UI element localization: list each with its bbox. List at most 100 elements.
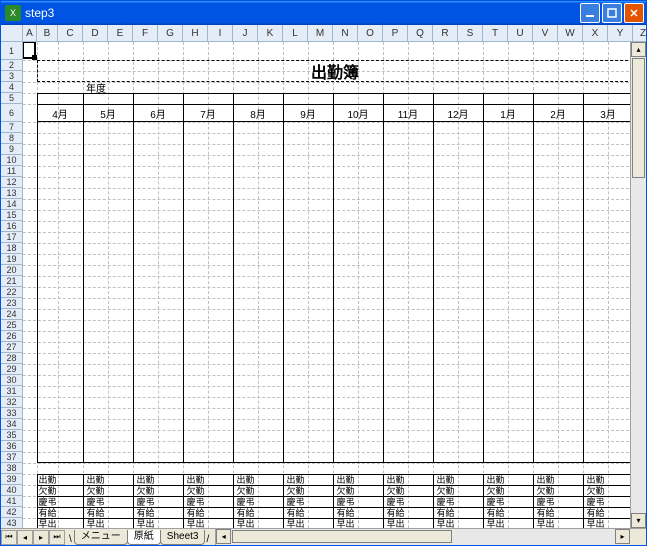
col-header[interactable]: W — [558, 25, 583, 41]
cell[interactable]: 慶弔 — [333, 496, 358, 507]
cell[interactable]: 早出 — [533, 518, 558, 528]
col-header[interactable]: H — [183, 25, 208, 41]
col-header[interactable]: N — [333, 25, 358, 41]
cell[interactable]: 8月 — [233, 104, 283, 122]
col-header[interactable]: M — [308, 25, 333, 41]
cell[interactable]: 早出 — [333, 518, 358, 528]
hscroll-thumb[interactable] — [232, 530, 452, 543]
cell[interactable]: 早出 — [37, 518, 58, 528]
row-header[interactable]: 9 — [1, 144, 22, 155]
row-header[interactable]: 35 — [1, 430, 22, 441]
col-header[interactable]: L — [283, 25, 308, 41]
cell[interactable]: 早出 — [583, 518, 608, 528]
cell[interactable]: 早出 — [133, 518, 158, 528]
cell[interactable]: 欠勤 — [233, 485, 258, 496]
cell[interactable]: 早出 — [483, 518, 508, 528]
cell[interactable]: 9月 — [283, 104, 333, 122]
row-header[interactable]: 1 — [1, 42, 22, 60]
row-header[interactable]: 33 — [1, 408, 22, 419]
cell[interactable]: 欠勤 — [83, 485, 108, 496]
row-header[interactable]: 32 — [1, 397, 22, 408]
row-header[interactable]: 20 — [1, 265, 22, 276]
row-header[interactable]: 23 — [1, 298, 22, 309]
cell[interactable]: 早出 — [233, 518, 258, 528]
cell[interactable]: 1月 — [483, 104, 533, 122]
cell[interactable]: 出勤 — [583, 474, 608, 485]
cell[interactable]: 早出 — [383, 518, 408, 528]
row-header[interactable]: 19 — [1, 254, 22, 265]
cell[interactable]: 欠勤 — [183, 485, 208, 496]
cell[interactable]: 出勤 — [183, 474, 208, 485]
cell[interactable]: 6月 — [133, 104, 183, 122]
cell[interactable]: 12月 — [433, 104, 483, 122]
cell[interactable]: 有給 — [383, 507, 408, 518]
sheet-nav-first[interactable]: ⏮ — [1, 530, 17, 545]
sheet-tab[interactable]: 原紙 — [127, 530, 161, 545]
cell[interactable]: 3月 — [583, 104, 630, 122]
cell[interactable]: 慶弔 — [433, 496, 458, 507]
cell[interactable]: 慶弔 — [583, 496, 608, 507]
col-header[interactable]: S — [458, 25, 483, 41]
cell[interactable]: 慶弔 — [133, 496, 158, 507]
cell[interactable]: 早出 — [433, 518, 458, 528]
col-header[interactable]: A — [23, 25, 37, 41]
cell[interactable]: 有給 — [183, 507, 208, 518]
cell[interactable]: 有給 — [233, 507, 258, 518]
cell[interactable]: 出勤 — [333, 474, 358, 485]
cell[interactable]: 慶弔 — [83, 496, 108, 507]
row-header[interactable]: 7 — [1, 122, 22, 133]
cell[interactable]: 慶弔 — [533, 496, 558, 507]
cell[interactable]: 慶弔 — [183, 496, 208, 507]
sheet-nav-prev[interactable]: ◂ — [17, 530, 33, 545]
row-header[interactable]: 42 — [1, 507, 22, 518]
row-header[interactable]: 25 — [1, 320, 22, 331]
col-header[interactable]: C — [58, 25, 83, 41]
row-header[interactable]: 36 — [1, 441, 22, 452]
scroll-left-button[interactable]: ◂ — [216, 529, 231, 544]
cell[interactable]: 欠勤 — [133, 485, 158, 496]
col-header[interactable]: J — [233, 25, 258, 41]
cell[interactable]: 欠勤 — [533, 485, 558, 496]
row-header[interactable]: 6 — [1, 104, 22, 122]
cell[interactable]: 欠勤 — [37, 485, 58, 496]
cell[interactable]: 有給 — [533, 507, 558, 518]
scroll-right-button[interactable]: ▸ — [615, 529, 630, 544]
sheet-nav-last[interactable]: ⏭ — [49, 530, 65, 545]
row-header[interactable]: 16 — [1, 221, 22, 232]
cell[interactable]: 5月 — [83, 104, 133, 122]
cell[interactable]: 10月 — [333, 104, 383, 122]
row-header[interactable]: 40 — [1, 485, 22, 496]
cell[interactable]: 欠勤 — [333, 485, 358, 496]
close-button[interactable] — [624, 3, 644, 23]
row-header[interactable]: 31 — [1, 386, 22, 397]
col-header[interactable]: V — [533, 25, 558, 41]
col-header[interactable]: Y — [608, 25, 633, 41]
row-header[interactable]: 41 — [1, 496, 22, 507]
col-header[interactable]: E — [108, 25, 133, 41]
col-header[interactable]: T — [483, 25, 508, 41]
cell[interactable]: 年度 — [58, 82, 108, 93]
row-header[interactable]: 5 — [1, 93, 22, 104]
row-header[interactable]: 18 — [1, 243, 22, 254]
col-header[interactable]: U — [508, 25, 533, 41]
cell[interactable]: 出勤 — [483, 474, 508, 485]
cell[interactable]: 欠勤 — [383, 485, 408, 496]
cell[interactable]: 欠勤 — [433, 485, 458, 496]
cell[interactable]: 慶弔 — [283, 496, 308, 507]
row-header[interactable]: 14 — [1, 199, 22, 210]
col-header[interactable]: R — [433, 25, 458, 41]
col-header[interactable]: O — [358, 25, 383, 41]
cell[interactable]: 有給 — [483, 507, 508, 518]
col-header[interactable]: Q — [408, 25, 433, 41]
row-header[interactable]: 39 — [1, 474, 22, 485]
cell[interactable]: 早出 — [83, 518, 108, 528]
sheet-nav-next[interactable]: ▸ — [33, 530, 49, 545]
cell[interactable]: 慶弔 — [233, 496, 258, 507]
cell[interactable]: 有給 — [283, 507, 308, 518]
row-header[interactable]: 30 — [1, 375, 22, 386]
row-header[interactable]: 11 — [1, 166, 22, 177]
horizontal-scrollbar[interactable]: ◂ ▸ — [215, 529, 630, 545]
title-cell[interactable]: 出勤簿 — [37, 60, 630, 82]
maximize-button[interactable] — [602, 3, 622, 23]
col-header[interactable]: K — [258, 25, 283, 41]
